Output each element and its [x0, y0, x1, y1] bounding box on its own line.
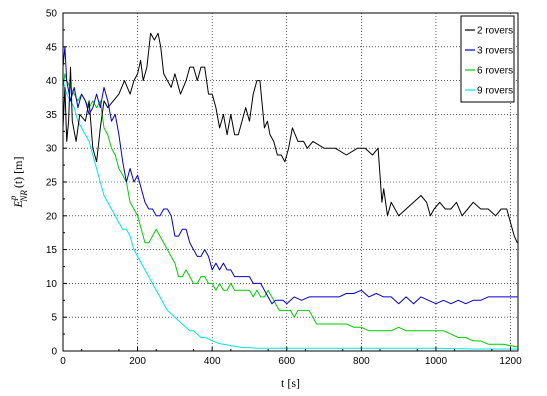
y-axis-label-rest: (t) [m] [11, 156, 25, 188]
y-tick-label: 30 [46, 144, 58, 155]
x-tick-label: 1200 [499, 356, 522, 367]
x-tick-label: 1000 [425, 356, 448, 367]
y-tick-label: 10 [46, 279, 58, 290]
legend-label: 6 rovers [477, 66, 513, 77]
y-axis-label-sub: NR [19, 190, 29, 203]
y-tick-label: 20 [46, 211, 58, 222]
y-tick-label: 0 [51, 347, 57, 358]
series-lines [62, 32, 518, 350]
y-tick-label: 35 [46, 110, 58, 121]
x-axis-label: t [s] [281, 376, 300, 390]
y-tick-label: 45 [46, 42, 58, 53]
y-tick-label: 50 [46, 9, 58, 20]
y-axis-label-sup: p [8, 195, 18, 201]
x-tick-label: 400 [204, 356, 221, 367]
x-tick-label: 200 [129, 356, 146, 367]
x-tick-label: 0 [60, 356, 66, 367]
grid-lines [63, 13, 518, 351]
series-line-6-rovers [62, 73, 518, 348]
legend-label: 2 rovers [477, 26, 513, 37]
legend: 2 rovers 3 rovers 6 rovers 9 rovers [460, 15, 515, 103]
y-axis-label-base: E [11, 200, 25, 209]
x-tick-label: 800 [353, 356, 370, 367]
x-tick-label: 600 [278, 356, 295, 367]
y-tick-label: 25 [46, 178, 58, 189]
y-axis-label: EpNR (t) [m] [8, 156, 29, 208]
legend-label: 3 rovers [477, 46, 513, 57]
y-tick-label: 5 [51, 313, 57, 324]
series-line-9-rovers [62, 80, 518, 350]
y-tick-label: 15 [46, 245, 58, 256]
legend-label: 9 rovers [477, 86, 513, 97]
y-tick-label: 40 [46, 76, 58, 87]
series-line-3-rovers [62, 46, 518, 305]
axis-ticks: 0 200 400 600 800 1000 1200 0 5 10 15 20 25 30 35 40 45 5… [46, 9, 522, 368]
series-line-2-rovers [62, 32, 518, 244]
